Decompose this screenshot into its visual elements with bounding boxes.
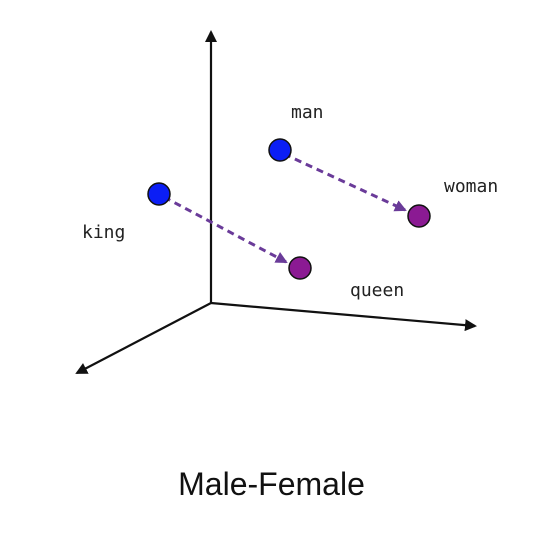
king-label: king	[82, 222, 125, 243]
man-point	[268, 138, 292, 162]
z-axis	[75, 302, 212, 374]
diagram-caption: Male-Female	[178, 466, 365, 502]
woman-label: woman	[444, 176, 498, 197]
queen-label: queen	[350, 280, 404, 301]
woman-point	[407, 204, 431, 228]
king-to-queen-arrow	[163, 195, 288, 264]
man-to-woman-arrow	[283, 152, 407, 212]
x-axis	[210, 301, 477, 332]
king-point	[147, 182, 171, 206]
queen-point	[288, 256, 312, 280]
man-label: man	[291, 102, 324, 123]
